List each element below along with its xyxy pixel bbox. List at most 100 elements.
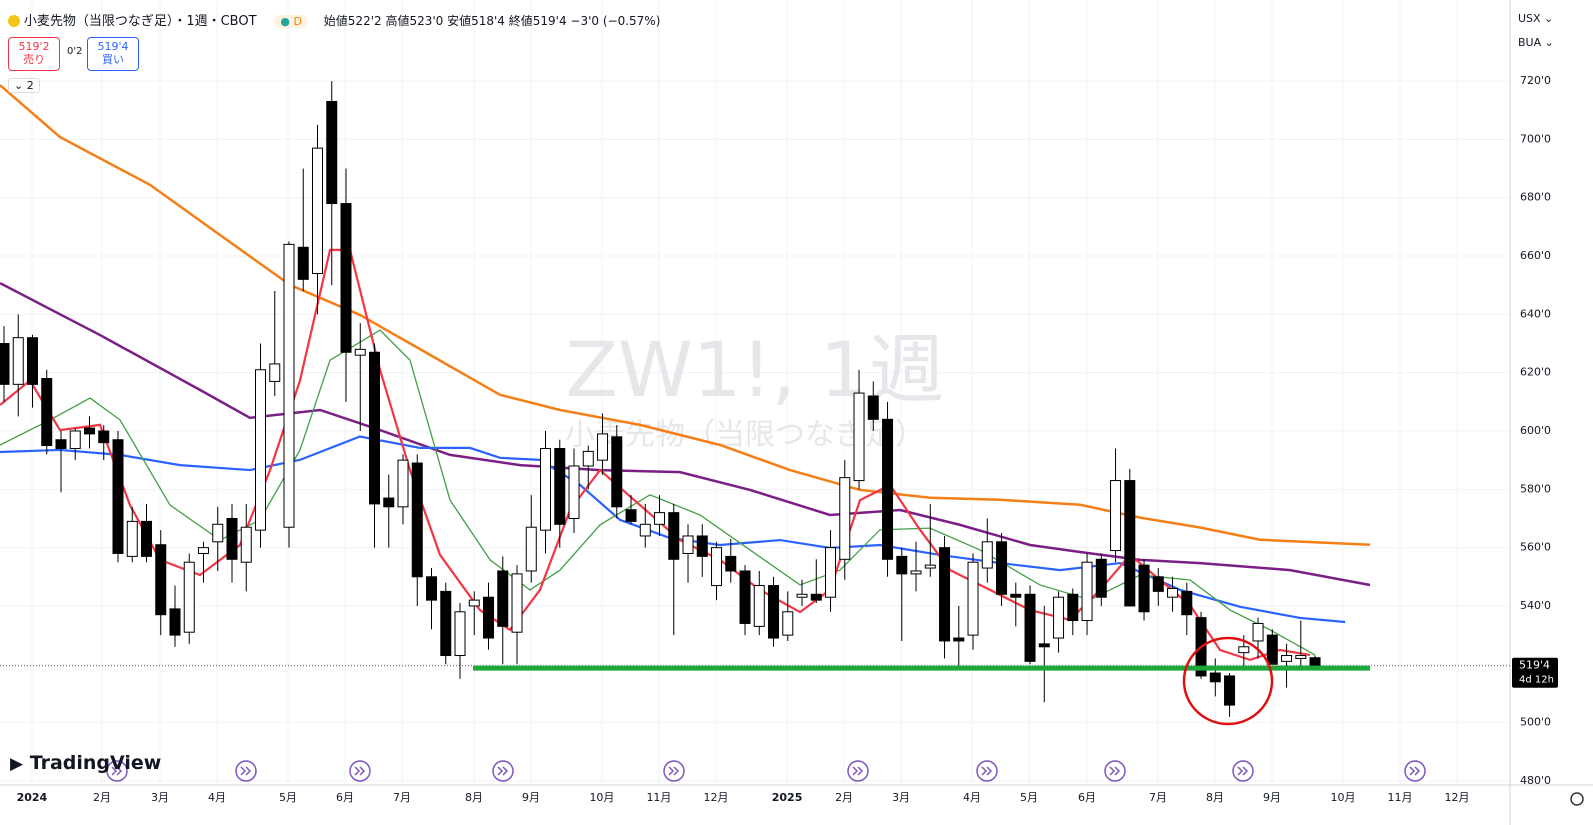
buy-label: 買い: [102, 53, 124, 66]
candle-body: [597, 433, 609, 461]
candle-body: [867, 395, 879, 420]
candle-body: [711, 547, 723, 587]
event-icon[interactable]: [235, 760, 257, 782]
candle-body: [468, 599, 480, 607]
x-tick-label: 3月: [151, 791, 169, 804]
candle-body: [725, 555, 737, 572]
brand-logo: ▶︎: [10, 754, 24, 774]
x-tick-label: 2月: [93, 791, 111, 804]
candle-body: [1209, 672, 1221, 683]
indicator-toggle[interactable]: ⌄ 2: [8, 78, 40, 93]
candle-body: [41, 378, 53, 447]
highlight-circle: [1182, 636, 1274, 726]
candle-body: [810, 593, 822, 601]
moving-average: [0, 248, 1311, 662]
candle-body: [55, 439, 67, 449]
event-icon[interactable]: [492, 760, 514, 782]
candle-body: [1095, 558, 1107, 598]
candle-body: [625, 509, 637, 522]
moving-average: [0, 84, 1371, 546]
spread: 0'2: [67, 46, 83, 57]
candle-body: [226, 517, 238, 560]
candle-body: [796, 593, 808, 598]
x-tick-label: 12月: [1444, 791, 1469, 804]
symbol-title: 小麦先物（当限つなぎ足）・1週・CBOT: [23, 14, 257, 29]
candle-body: [255, 369, 267, 531]
candle-body: [69, 430, 81, 449]
y-tick-label: 720'0: [1520, 74, 1551, 87]
x-tick-label: 6月: [336, 791, 354, 804]
y-tick-label: 680'0: [1520, 191, 1551, 204]
y-tick-label: 580'0: [1520, 482, 1551, 495]
ohlc-values: 始値522'2 高値523'0 安値518'4 終値519'4 −3'0 (−0…: [323, 14, 661, 28]
event-icon[interactable]: [1232, 760, 1254, 782]
event-icon[interactable]: [847, 760, 869, 782]
event-icon-arrow: [981, 766, 993, 776]
candle-body: [98, 430, 110, 444]
event-icon-arrow: [111, 766, 123, 776]
price-tag-value: 519'4: [1519, 659, 1550, 672]
candle-body: [354, 348, 366, 356]
candle-body: [825, 547, 837, 598]
x-tick-label: 6月: [1078, 791, 1096, 804]
candle-body: [312, 147, 324, 275]
event-icon-arrow: [1409, 766, 1421, 776]
interval-badge[interactable]: ● D: [274, 15, 308, 28]
y-tick-label: 620'0: [1520, 366, 1551, 379]
event-icon-arrow: [240, 766, 252, 776]
price-tag: [1512, 657, 1558, 688]
currency[interactable]: USX ⌄: [1518, 12, 1554, 25]
x-tick-label: 7月: [393, 791, 411, 804]
y-tick-label: 540'0: [1520, 599, 1551, 612]
candle-body: [26, 337, 38, 385]
candle-body: [1252, 622, 1264, 642]
candle-body: [169, 608, 181, 636]
candle-body: [696, 535, 708, 557]
candle-body: [1167, 587, 1179, 598]
sell-button[interactable]: 519'2 売り: [8, 37, 60, 71]
event-icon[interactable]: [106, 760, 128, 782]
symbol-header: 小麦先物（当限つなぎ足）・1週・CBOT ● D 始値522'2 高値523'0…: [8, 10, 660, 29]
buy-button[interactable]: 519'4 買い: [87, 37, 139, 71]
watermark-symbol: ZW1!, 1週: [566, 325, 945, 414]
x-tick-label: 10月: [589, 791, 614, 804]
candle-body: [411, 462, 423, 578]
event-icon-arrow: [497, 766, 509, 776]
event-icon-arrow: [1237, 766, 1249, 776]
candle-body: [269, 363, 281, 382]
candle-body: [426, 576, 438, 601]
event-icon[interactable]: [1104, 760, 1126, 782]
candle-body: [1309, 657, 1321, 667]
candle-body: [297, 246, 309, 280]
candle-body: [910, 570, 922, 575]
event-icon[interactable]: [1404, 760, 1426, 782]
buy-price: 519'4: [97, 40, 129, 53]
candle-body: [197, 547, 209, 554]
x-tick-label: 11月: [646, 791, 671, 804]
candle-body: [1238, 646, 1250, 654]
event-icon[interactable]: [663, 760, 685, 782]
candle-body: [1181, 590, 1193, 616]
indicator-count: 2: [26, 79, 34, 92]
candle-body: [882, 418, 894, 560]
event-icon-arrow: [354, 766, 366, 776]
x-tick-label: 10月: [1330, 791, 1355, 804]
event-icon[interactable]: [976, 760, 998, 782]
candle-body: [896, 555, 908, 575]
y-tick-label: 640'0: [1520, 307, 1551, 320]
candle-body: [611, 436, 623, 508]
event-icon[interactable]: [349, 760, 371, 782]
event-icon-arrow: [668, 766, 680, 776]
candle-body: [497, 570, 509, 627]
candle-body: [1152, 576, 1164, 592]
sell-label: 売り: [23, 53, 45, 66]
candle-body: [568, 465, 580, 519]
unit[interactable]: BUA ⌄: [1518, 36, 1554, 49]
candle-body: [1038, 643, 1050, 648]
sell-price: 519'2: [18, 40, 50, 53]
candle-body: [12, 337, 24, 385]
currency-text: USX: [1518, 12, 1541, 25]
y-tick-label: 700'0: [1520, 132, 1551, 145]
candle-body: [1295, 655, 1307, 659]
candle-body: [1110, 480, 1122, 552]
